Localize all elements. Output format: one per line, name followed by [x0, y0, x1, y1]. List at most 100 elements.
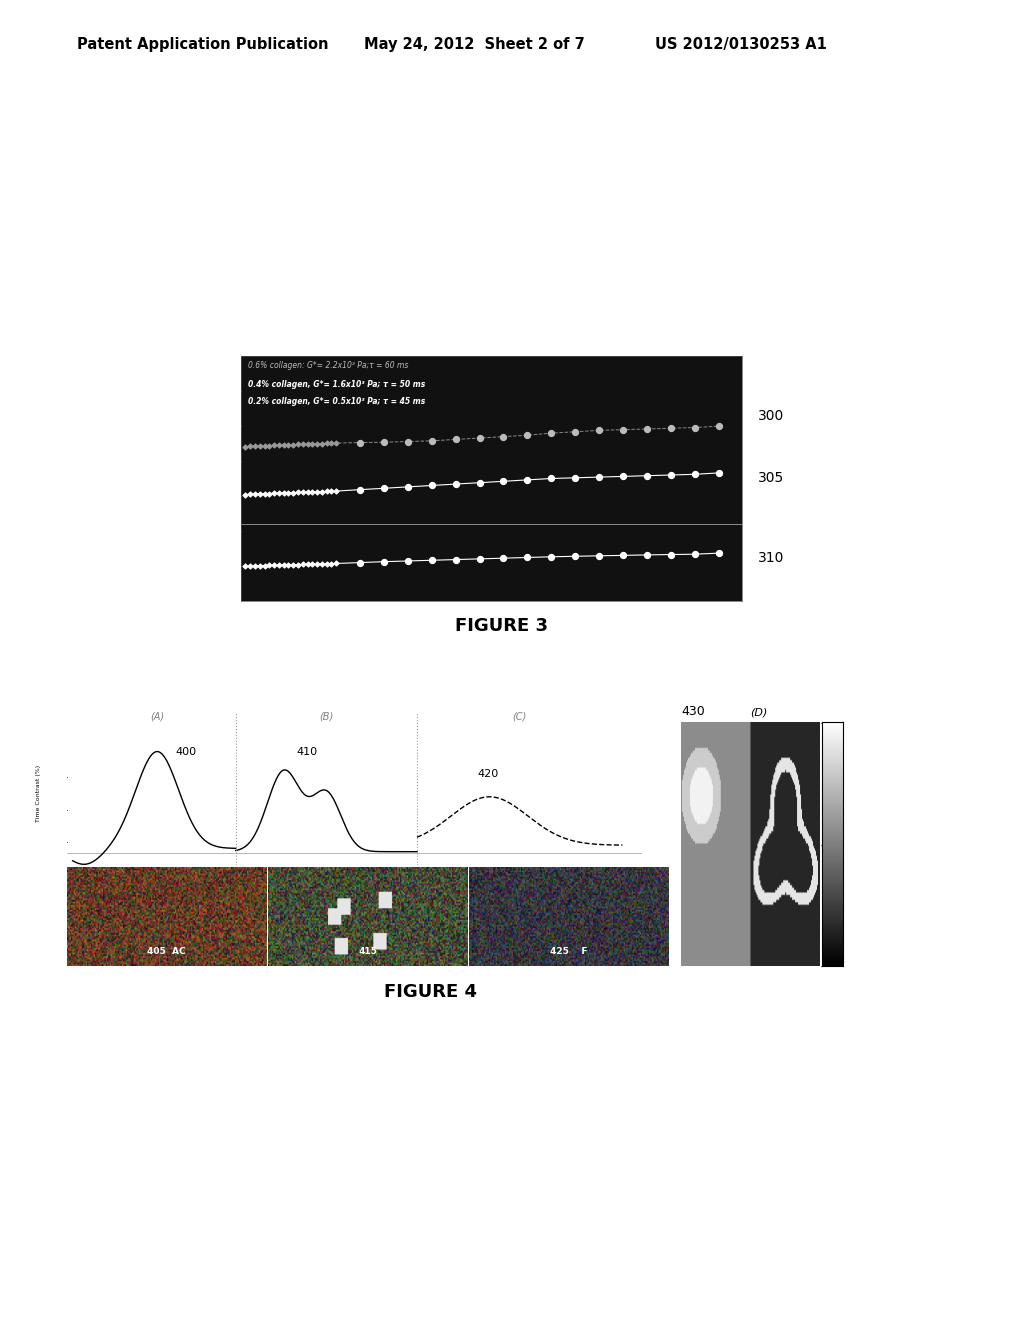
Point: [686, 544, 702, 565]
Point: [447, 549, 464, 570]
Point: [639, 418, 655, 440]
Point: [281, 482, 297, 503]
Point: [261, 436, 278, 457]
Point: [290, 554, 306, 576]
Point: [304, 433, 321, 454]
Point: [567, 545, 584, 566]
Text: 420: 420: [477, 770, 499, 779]
Point: [252, 556, 268, 577]
Text: Patent Application Publication: Patent Application Publication: [77, 37, 329, 51]
Point: [318, 480, 335, 502]
Text: May 24, 2012  Sheet 2 of 7: May 24, 2012 Sheet 2 of 7: [364, 37, 585, 51]
Point: [299, 554, 315, 576]
Point: [711, 462, 727, 483]
Point: [711, 543, 727, 564]
Point: [238, 437, 254, 458]
Point: [309, 553, 326, 574]
Point: [252, 436, 268, 457]
Point: [270, 554, 287, 576]
Point: [281, 554, 297, 576]
Point: [639, 544, 655, 565]
Point: [352, 432, 369, 453]
Point: [519, 546, 536, 568]
Point: [399, 550, 416, 572]
Point: [290, 482, 306, 503]
Text: 410: 410: [296, 747, 317, 756]
Point: [328, 553, 344, 574]
Point: [328, 480, 344, 502]
Text: 405  AC: 405 AC: [146, 948, 185, 957]
Point: [376, 552, 392, 573]
Point: [285, 434, 301, 455]
Text: 300: 300: [758, 409, 784, 422]
Point: [424, 549, 440, 570]
Point: [309, 482, 326, 503]
Point: [247, 436, 263, 457]
Point: [496, 471, 512, 492]
Point: [281, 434, 297, 455]
Point: [399, 477, 416, 498]
Point: [639, 465, 655, 486]
Text: 400: 400: [175, 747, 197, 756]
Text: (A): (A): [151, 711, 164, 721]
Point: [252, 483, 268, 504]
Point: [686, 463, 702, 484]
Point: [447, 429, 464, 450]
Point: [295, 434, 311, 455]
Point: [256, 436, 272, 457]
Point: [424, 430, 440, 451]
Point: [247, 483, 263, 504]
X-axis label: Frequency (Hz): Frequency (Hz): [455, 624, 528, 635]
Point: [614, 420, 631, 441]
Text: FIGURE 4: FIGURE 4: [384, 982, 476, 1001]
Point: [471, 473, 487, 494]
Point: [543, 422, 559, 444]
Point: [304, 553, 321, 574]
Point: [471, 428, 487, 449]
Point: [256, 554, 272, 576]
Y-axis label: Viscoelastic modulus, G* (Pa): Viscoelastic modulus, G* (Pa): [194, 417, 203, 540]
Point: [285, 482, 301, 503]
Point: [663, 417, 679, 438]
Point: [299, 433, 315, 454]
Point: [256, 483, 272, 504]
Point: [275, 434, 292, 455]
Text: 425    F: 425 F: [550, 948, 588, 957]
Point: [313, 480, 330, 502]
Point: [519, 425, 536, 446]
Point: [543, 546, 559, 568]
Text: (C): (C): [513, 711, 526, 721]
Point: [324, 433, 340, 454]
Point: [324, 480, 340, 502]
Point: [614, 545, 631, 566]
Point: [663, 544, 679, 565]
Point: [591, 420, 607, 441]
Point: [424, 475, 440, 496]
Point: [270, 434, 287, 455]
Text: 415: 415: [358, 948, 377, 957]
Point: [266, 434, 283, 455]
Text: 305: 305: [758, 471, 784, 484]
Point: [266, 483, 283, 504]
Point: [543, 469, 559, 490]
Point: [295, 482, 311, 503]
Point: [261, 483, 278, 504]
Point: [376, 432, 392, 453]
Point: [275, 482, 292, 503]
Point: [352, 479, 369, 500]
Point: [591, 545, 607, 566]
Text: 0.2% collagen, G*= 0.5x10³ Pa; τ = 45 ms: 0.2% collagen, G*= 0.5x10³ Pa; τ = 45 ms: [248, 397, 425, 405]
Point: [447, 474, 464, 495]
Point: [328, 433, 344, 454]
Point: [290, 434, 306, 455]
Text: 430: 430: [681, 705, 705, 718]
Point: [399, 430, 416, 451]
Text: 0.4% collagen, G*= 1.6x10³ Pa; τ = 50 ms: 0.4% collagen, G*= 1.6x10³ Pa; τ = 50 ms: [248, 380, 425, 388]
Point: [242, 556, 258, 577]
Point: [313, 553, 330, 574]
Point: [352, 552, 369, 573]
Text: US 2012/0130253 A1: US 2012/0130253 A1: [655, 37, 827, 51]
Point: [324, 553, 340, 574]
Point: [242, 483, 258, 504]
Point: [309, 433, 326, 454]
